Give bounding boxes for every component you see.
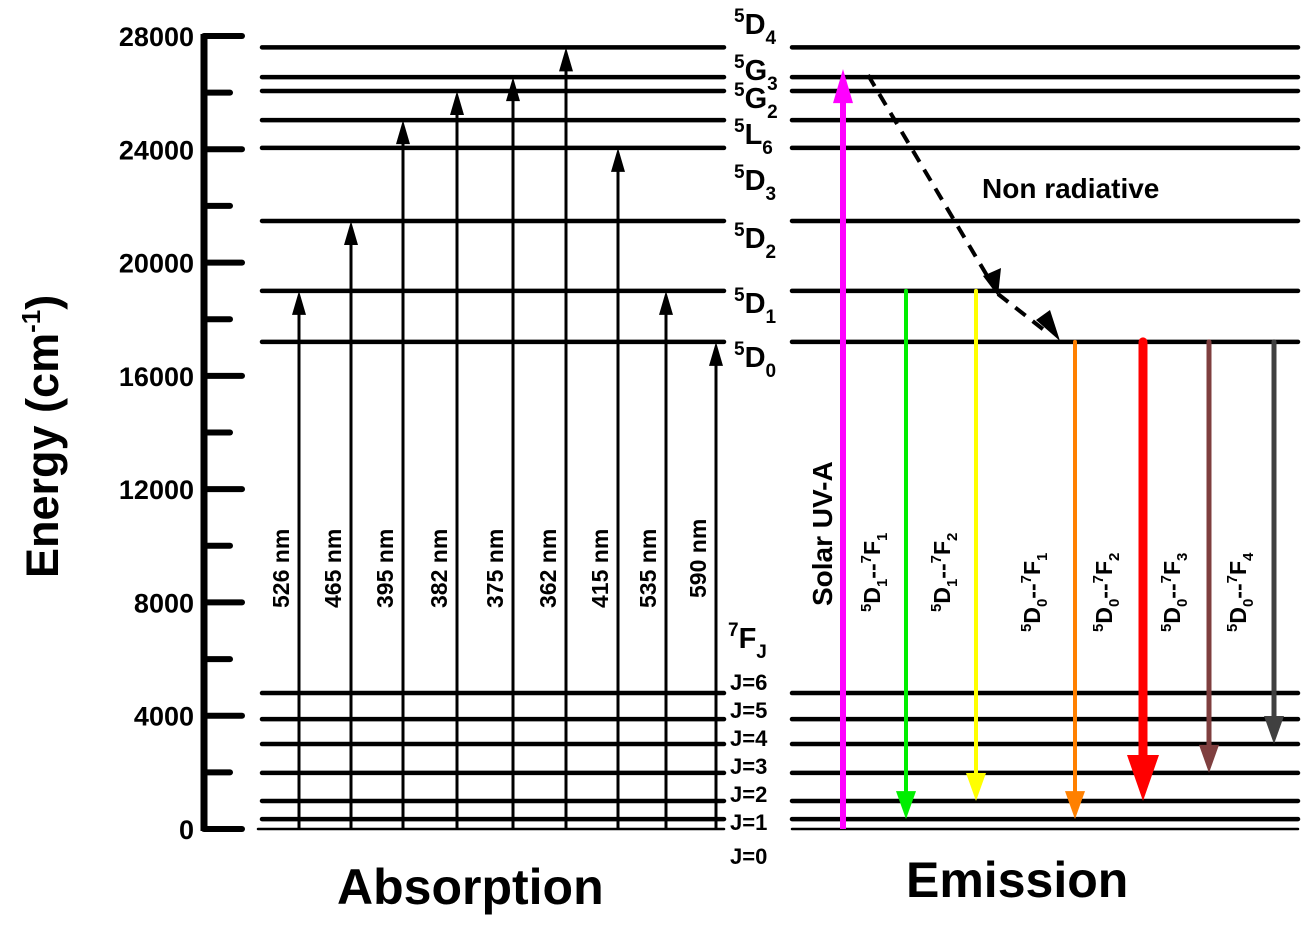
arrowhead-icon	[833, 69, 853, 104]
arrowhead-icon	[506, 77, 520, 102]
arrowhead-icon	[983, 268, 1001, 296]
emission-transitions: 5D1--7F1 5D1--7F2 5D0--7F1 5D0--7F2 5D0--7F3…	[833, 69, 1284, 829]
emission-arrow: 5D1--7F1	[858, 288, 916, 820]
wavelength-label: 415 nm	[587, 529, 613, 608]
j-label: J=4	[730, 726, 768, 751]
y-axis-ticks	[201, 33, 245, 832]
solar-uva-label: Solar UV-A	[807, 461, 838, 606]
arrowhead-icon	[1065, 791, 1085, 820]
absorption-title: Absorption	[337, 859, 604, 915]
level-label-5D4: 5D4	[734, 6, 777, 49]
y-tick-label: 4000	[134, 702, 194, 732]
arrowhead-icon	[709, 341, 723, 366]
arrowhead-icon	[450, 90, 464, 115]
level-label-5G2: 5G2	[734, 80, 778, 123]
arrowhead-icon	[966, 772, 986, 801]
arrowhead-icon	[559, 47, 573, 72]
level-label-5D2: 5D2	[734, 220, 776, 263]
absorption-levels	[256, 45, 727, 831]
y-tick-label: 16000	[119, 362, 194, 392]
emission-arrow: 5D0--7F1	[1018, 339, 1085, 820]
wavelength-label: 362 nm	[535, 529, 561, 608]
emission-transition-label: 5D0--7F1	[1018, 553, 1051, 632]
j-label: J=2	[730, 782, 767, 807]
emission-transition-label: 5D0--7F3	[1158, 553, 1191, 632]
absorption-arrow: 535 nm	[635, 290, 673, 829]
level-label-5D3: 5D3	[734, 162, 776, 205]
absorption-arrow: 395 nm	[372, 120, 410, 829]
emission-arrow: 5D1--7F2	[928, 288, 986, 801]
arrowhead-icon	[1127, 754, 1159, 801]
level-label-5G3: 5G3	[734, 52, 778, 95]
y-tick-label: 12000	[119, 475, 194, 505]
j-label: J=0	[730, 844, 767, 869]
absorption-arrow: 465 nm	[320, 220, 358, 829]
wavelength-label: 382 nm	[426, 529, 452, 608]
y-tick-label: 28000	[119, 22, 194, 52]
absorption-arrow: 526 nm	[268, 290, 306, 829]
arrowhead-icon	[611, 147, 625, 172]
y-axis: 0 4000 8000 12000 16000 20000 24000 28000	[119, 22, 245, 845]
j-label: J=3	[730, 754, 767, 779]
emission-arrow: 5D0--7F3	[1158, 339, 1219, 773]
absorption-arrow: 382 nm	[426, 90, 464, 829]
emission-transition-label: 5D0--7F2	[1090, 553, 1123, 632]
arrowhead-icon	[1199, 744, 1219, 773]
y-axis-title: Energy (cm-1)	[16, 295, 68, 578]
absorption-arrow: 375 nm	[482, 77, 520, 829]
dashed-line-upper	[866, 73, 994, 286]
arrowhead-icon	[1264, 716, 1284, 745]
j-label: J=5	[730, 698, 767, 723]
y-tick-label: 8000	[134, 588, 194, 618]
arrowhead-icon	[396, 120, 410, 145]
emission-title: Emission	[906, 852, 1128, 908]
excitation-arrow	[833, 69, 853, 829]
absorption-arrow: 362 nm	[535, 47, 573, 829]
y-tick-label: 20000	[119, 249, 194, 279]
emission-transition-label: 5D1--7F1	[858, 533, 891, 612]
emission-levels	[789, 45, 1301, 831]
j-label: J=1	[730, 810, 767, 835]
wavelength-label: 465 nm	[320, 529, 346, 608]
wavelength-label: 535 nm	[635, 529, 661, 608]
emission-transition-label: 5D1--7F2	[928, 533, 961, 612]
absorption-arrow: 590 nm	[685, 341, 723, 829]
wavelength-label: 590 nm	[685, 519, 711, 598]
level-label-5L6: 5L6	[734, 116, 773, 159]
arrowhead-icon	[896, 791, 916, 820]
arrowhead-icon	[292, 290, 306, 315]
y-tick-label: 0	[179, 815, 194, 845]
level-label-5D1: 5D1	[734, 285, 777, 328]
absorption-arrow: 415 nm	[587, 147, 625, 829]
emission-arrow: 5D0--7F4	[1224, 339, 1284, 745]
arrowhead-icon	[344, 220, 358, 245]
wavelength-label: 375 nm	[482, 529, 508, 608]
ground-multiplet-label: 7FJ	[728, 620, 767, 663]
y-tick-label: 24000	[119, 135, 194, 165]
emission-transition-label: 5D0--7F4	[1224, 552, 1257, 632]
non-radiative-arrow	[866, 73, 1060, 341]
y-axis-tick-labels: 0 4000 8000 12000 16000 20000 24000 28000	[119, 22, 194, 845]
non-radiative-label: Non radiative	[982, 173, 1159, 204]
level-label-5D0: 5D0	[734, 339, 776, 382]
arrowhead-icon	[659, 290, 673, 315]
wavelength-label: 395 nm	[372, 529, 398, 608]
arrowhead-icon	[1036, 310, 1060, 341]
absorption-transitions: 526 nm 465 nm 395 nm 382 nm 375 nm 362 nm 415 …	[268, 47, 723, 829]
dashed-line-lower	[996, 292, 1046, 332]
wavelength-label: 526 nm	[268, 529, 294, 608]
emission-arrow: 5D0--7F2	[1090, 337, 1159, 801]
j-label: J=6	[730, 670, 767, 695]
